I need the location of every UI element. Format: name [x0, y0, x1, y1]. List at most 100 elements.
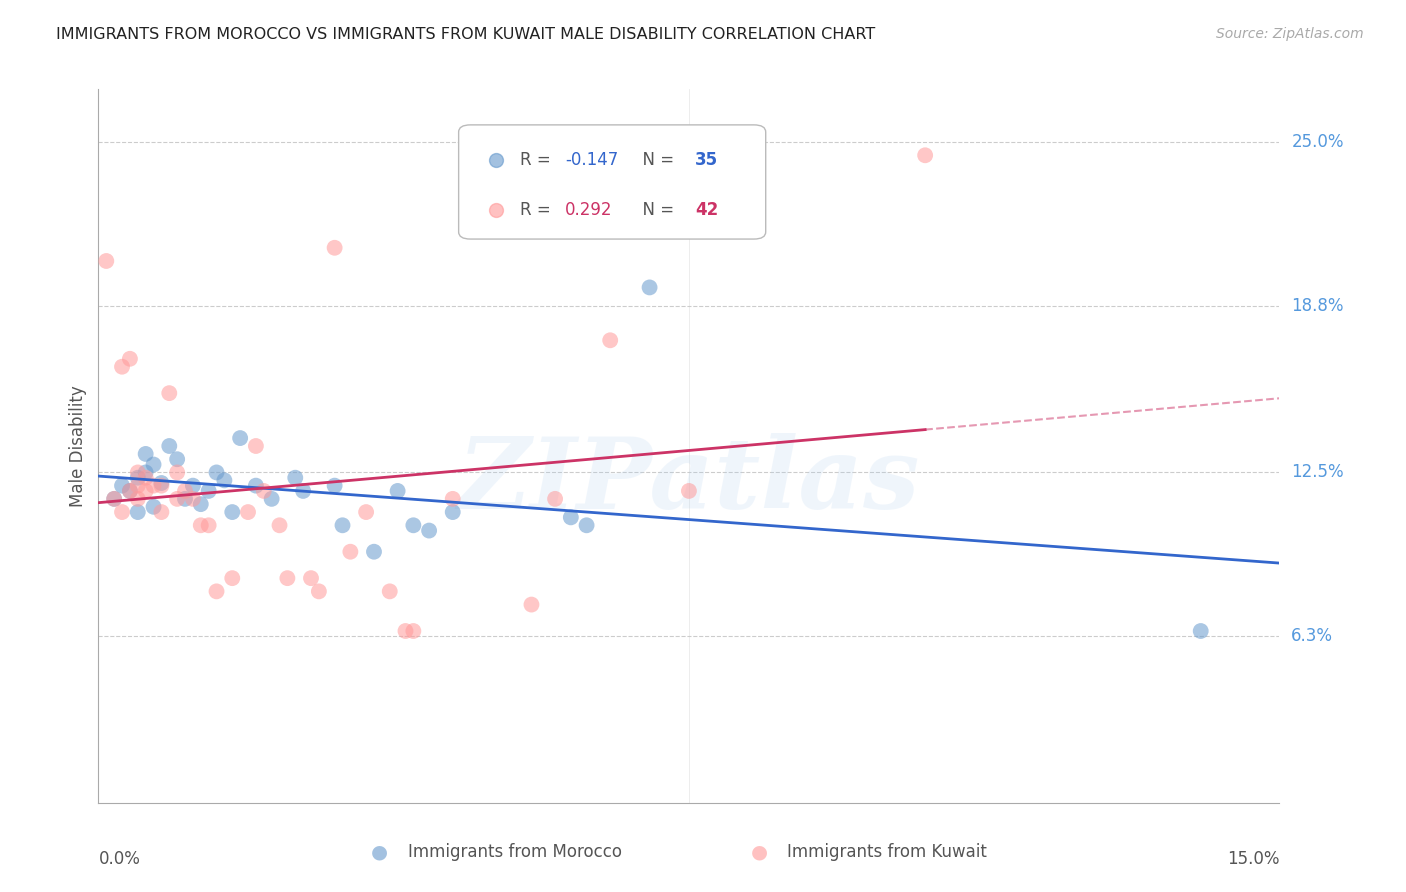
Point	[142, 478, 165, 492]
Point	[103, 491, 125, 506]
Point	[127, 478, 149, 492]
Point	[190, 497, 212, 511]
Point	[157, 386, 180, 401]
Point	[394, 624, 416, 638]
Point	[323, 478, 346, 492]
Text: 0.292: 0.292	[565, 201, 613, 219]
Point	[378, 584, 401, 599]
Text: 15.0%: 15.0%	[1227, 850, 1279, 869]
Point	[229, 431, 252, 445]
Point	[118, 483, 141, 498]
Text: ZIPatlas: ZIPatlas	[458, 434, 920, 530]
Text: R =: R =	[520, 151, 555, 169]
Text: R =: R =	[520, 201, 555, 219]
Point	[363, 545, 385, 559]
Point	[166, 491, 188, 506]
Point	[678, 483, 700, 498]
Point	[127, 505, 149, 519]
Point	[269, 518, 291, 533]
Point	[560, 510, 582, 524]
Point	[135, 471, 157, 485]
Point	[166, 452, 188, 467]
Point	[111, 359, 134, 374]
Point	[127, 491, 149, 506]
Text: 6.3%: 6.3%	[1291, 627, 1333, 645]
Text: 42: 42	[695, 201, 718, 219]
Text: 25.0%: 25.0%	[1291, 133, 1344, 151]
Point	[111, 478, 134, 492]
Text: N =: N =	[633, 201, 679, 219]
Point	[292, 483, 315, 498]
Point	[308, 584, 330, 599]
Point	[599, 333, 621, 347]
Point	[118, 483, 141, 498]
Point	[181, 478, 204, 492]
Point	[236, 505, 259, 519]
Text: 0.0%: 0.0%	[98, 850, 141, 869]
Point	[339, 545, 361, 559]
Text: 12.5%: 12.5%	[1291, 464, 1344, 482]
Point	[118, 351, 141, 366]
Point	[197, 483, 219, 498]
Point	[214, 474, 236, 488]
Point	[354, 505, 377, 519]
Point	[166, 466, 188, 480]
Point	[103, 491, 125, 506]
Text: Immigrants from Morocco: Immigrants from Morocco	[408, 843, 621, 861]
Point	[575, 518, 598, 533]
Point	[127, 466, 149, 480]
Text: 18.8%: 18.8%	[1291, 297, 1344, 315]
Point	[638, 280, 661, 294]
Point	[111, 505, 134, 519]
Point	[260, 491, 283, 506]
Point	[150, 478, 173, 492]
Text: ●: ●	[371, 842, 388, 862]
Point	[205, 584, 228, 599]
FancyBboxPatch shape	[458, 125, 766, 239]
Point	[205, 466, 228, 480]
Point	[157, 439, 180, 453]
Point	[221, 571, 243, 585]
Point	[332, 518, 354, 533]
Point	[544, 491, 567, 506]
Point	[402, 624, 425, 638]
Point	[190, 518, 212, 533]
Point	[299, 571, 322, 585]
Point	[142, 458, 165, 472]
Point	[127, 471, 149, 485]
Text: ●: ●	[751, 842, 768, 862]
Point	[150, 475, 173, 490]
Point	[142, 500, 165, 514]
Point	[520, 598, 543, 612]
Point	[221, 505, 243, 519]
Text: Source: ZipAtlas.com: Source: ZipAtlas.com	[1216, 27, 1364, 41]
Point	[418, 524, 440, 538]
Point	[914, 148, 936, 162]
Point	[135, 483, 157, 498]
Point	[150, 505, 173, 519]
Point	[135, 466, 157, 480]
Point	[284, 471, 307, 485]
Point	[245, 478, 267, 492]
Point	[441, 505, 464, 519]
Point	[402, 518, 425, 533]
Point	[387, 483, 409, 498]
Point	[96, 254, 118, 268]
Y-axis label: Male Disability: Male Disability	[69, 385, 87, 507]
Text: -0.147: -0.147	[565, 151, 619, 169]
Text: IMMIGRANTS FROM MOROCCO VS IMMIGRANTS FROM KUWAIT MALE DISABILITY CORRELATION CH: IMMIGRANTS FROM MOROCCO VS IMMIGRANTS FR…	[56, 27, 876, 42]
Point	[323, 241, 346, 255]
Text: Immigrants from Kuwait: Immigrants from Kuwait	[787, 843, 987, 861]
Point	[245, 439, 267, 453]
Point	[181, 491, 204, 506]
Point	[276, 571, 298, 585]
Point	[174, 483, 197, 498]
Point	[1189, 624, 1212, 638]
Text: N =: N =	[633, 151, 679, 169]
Point	[253, 483, 276, 498]
Point	[174, 491, 197, 506]
Point	[197, 518, 219, 533]
Point	[441, 491, 464, 506]
Text: 35: 35	[695, 151, 718, 169]
Point	[135, 447, 157, 461]
